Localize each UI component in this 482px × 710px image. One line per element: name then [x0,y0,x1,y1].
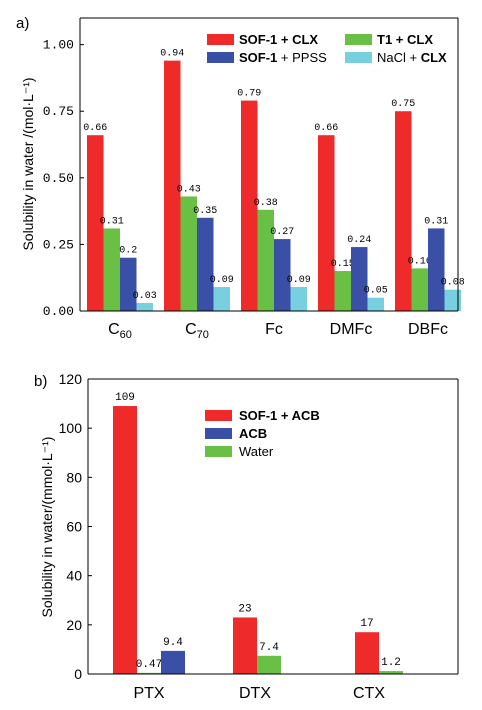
data-label: 0.08 [441,278,465,289]
bar [428,228,445,311]
x-tick-label: C60 [108,321,132,341]
y-tick-label: 1.00 [43,38,74,53]
data-label: 23 [238,603,251,615]
bar [444,289,461,311]
bar [180,196,197,311]
bar [355,632,379,674]
y-tick-label: 80 [66,469,82,485]
bar [290,287,307,311]
data-label: 0.05 [364,286,388,297]
data-label: 0.03 [133,291,157,302]
data-label: 0.35 [193,206,217,217]
data-label: 0.43 [177,184,201,195]
panel-b-label: b) [34,373,47,390]
legend-swatch [205,410,232,421]
bar [334,271,351,311]
legend-label: NaCl + CLX [377,50,447,65]
panel-a-label: a) [16,15,29,32]
bar [137,672,161,674]
legend-swatch [345,52,372,63]
legend-swatch [205,446,232,457]
legend-label: T1 + CLX [377,32,433,47]
legend-label: SOF-1 + CLX [239,32,318,47]
bar [103,228,120,311]
bar [379,671,403,674]
data-label: 0.94 [160,49,184,60]
y-tick-label: 0.00 [43,304,74,319]
data-label: 0.09 [287,275,311,286]
y-tick-label: 60 [66,519,82,535]
legend-label: SOF-1 + ACB [239,408,320,423]
x-tick-label: PTX [133,685,164,702]
data-label: 0.47 [136,659,162,671]
data-label: 0.66 [83,123,107,134]
bar [367,297,384,311]
legend-label: Water [239,444,274,459]
data-label: 9.4 [163,637,183,649]
x-tick-label: Fc [265,321,283,338]
y-tick-label: 0 [74,666,82,682]
data-label: 0.66 [314,123,338,134]
bar [164,60,181,312]
panel-a: a) 0.66 0.94 0.79 0.66 0.75 0.31 0.43 0.38 0.15 0.… [16,15,465,341]
data-label: 0.31 [424,216,448,227]
y-tick-label: 120 [59,371,83,387]
y-tick-label: 0.25 [43,237,74,252]
data-label: 7.4 [259,642,279,654]
bar [318,135,335,311]
bar [161,650,185,674]
y-tick-label: 20 [66,617,82,633]
y-tick-label: 40 [66,568,82,584]
x-tick-label: DTX [239,685,271,702]
data-label: 0.31 [100,216,124,227]
bar [351,247,368,311]
x-tick-label: CTX [353,685,385,702]
data-label: 17 [360,618,373,630]
bar [257,209,274,311]
bar [120,257,137,311]
bar [257,655,281,674]
legend-swatch [207,52,234,63]
x-tick-label: DMFc [330,321,373,338]
panel-b: b) 109 23 17 0.47 7.4 1.2 9.4 0 20 40 60 80 100 120 PTX… [34,371,459,702]
bar [274,239,291,311]
y-axis-title: Solubility in water/(mmol·L⁻¹) [39,437,55,618]
bar [233,617,257,674]
y-tick-label: 100 [59,420,83,436]
bar [113,406,137,674]
data-label: 1.2 [381,657,401,669]
data-label: 0.38 [254,198,278,209]
bar [87,135,104,311]
bar [411,268,428,311]
data-label: 0.75 [391,99,415,110]
bar [136,303,153,311]
data-label: 0.79 [237,89,261,100]
y-tick-label: 0.75 [43,104,74,119]
legend-label: SOF-1 + PPSS [239,50,327,65]
legend-swatch [207,34,234,45]
data-label: 0.16 [408,256,432,267]
legend-swatch [205,428,232,439]
y-axis-title: Solubility in water /(mol·L⁻¹) [20,77,36,250]
data-label: 0.2 [119,246,137,257]
x-tick-label: DBFc [408,321,448,338]
bar [241,100,258,311]
x-tick-label: C70 [185,321,209,341]
bar [213,287,230,311]
legend-label: ACB [239,426,267,441]
data-label: 0.27 [270,227,294,238]
data-label: 0.15 [331,259,355,270]
data-label: 0.24 [347,235,371,246]
legend-swatch [345,34,372,45]
y-tick-label: 0.50 [43,171,74,186]
data-label: 0.09 [210,275,234,286]
data-label: 109 [115,392,135,404]
bar [395,111,412,312]
bar [197,217,214,311]
